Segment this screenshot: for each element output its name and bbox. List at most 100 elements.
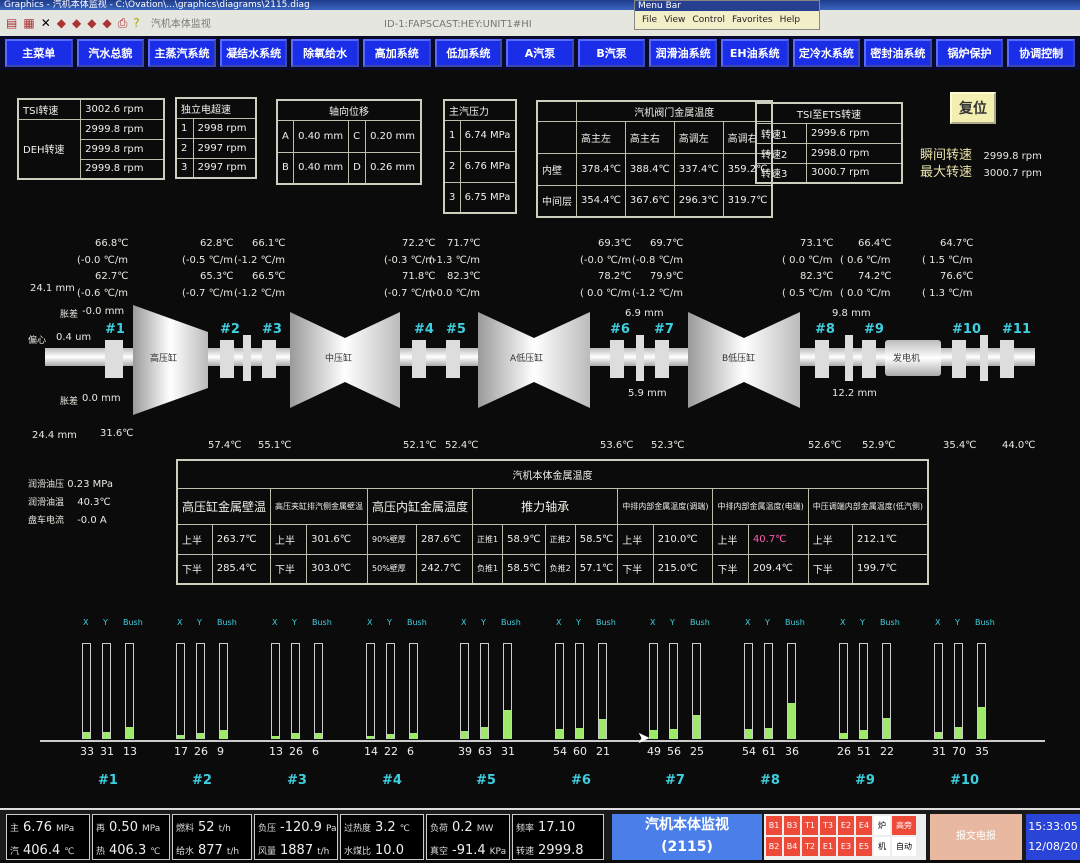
alarm-indicator[interactable]: E2 (838, 816, 854, 835)
temp-rate: (-0.0 ℃/m (429, 287, 480, 299)
nav-button[interactable]: 凝结水系统 (219, 39, 288, 67)
notice-panel[interactable]: 报文电报 (930, 814, 1022, 860)
temp-rate: (-0.3 ℃/m (384, 254, 435, 266)
nav-button[interactable]: 定冷水系统 (792, 39, 861, 67)
status-unit: MPa (141, 824, 161, 834)
forward-icon[interactable]: ◆ (71, 16, 82, 30)
row-index: 3 (175, 157, 194, 179)
alarm-indicator[interactable]: 高旁 (892, 816, 916, 835)
vibration-bar-fill (935, 732, 942, 739)
vibration-bar-fill (410, 733, 417, 739)
lube-temp-label: 润滑油温 (28, 498, 65, 508)
tsi-ets-title: TSI至ETS转速 (755, 102, 903, 124)
alarm-indicator[interactable]: 自动 (892, 837, 916, 856)
menu-file[interactable]: File (642, 15, 658, 25)
probe-label: D (348, 151, 367, 185)
nav-button[interactable]: 协调控制 (1007, 39, 1075, 67)
cylinder-label: A低压缸 (510, 354, 544, 364)
print-icon[interactable]: ⎙ (117, 16, 128, 30)
menu-control[interactable]: Control (692, 15, 725, 25)
alarm-indicator[interactable]: E4 (856, 816, 872, 835)
status-label: 水煤比 (344, 847, 372, 857)
status-label: 真空 (430, 847, 449, 857)
alarm-indicator[interactable]: T2 (802, 837, 818, 856)
axis-label: X (367, 618, 373, 627)
alarm-indicator[interactable]: 机 (874, 837, 890, 856)
alarm-indicator[interactable]: 炉 (874, 816, 890, 835)
open-icon[interactable]: ▤ (6, 16, 18, 30)
reset-button[interactable]: 复位 (950, 92, 996, 124)
status-unit: ℃ (399, 824, 410, 834)
temp-rate: (-0.0 ℃/m (77, 254, 128, 266)
alarm-indicator[interactable]: T1 (802, 816, 818, 835)
bearing-number: #2 (220, 322, 240, 337)
alarm-indicator[interactable]: B4 (784, 837, 800, 856)
alarm-indicator[interactable]: E5 (856, 837, 872, 856)
deh-speed-value: 2999.8 rpm (80, 118, 165, 140)
nav-button[interactable]: 锅炉保护 (935, 39, 1004, 67)
axis-label: X (745, 618, 751, 627)
deh-speed-label: DEH转速 (17, 118, 82, 180)
down-icon[interactable]: ◆ (102, 16, 112, 30)
axis-label: X (461, 618, 467, 627)
bearing-temp: 62.7℃ (95, 271, 129, 282)
lp-a-expansion-top: 6.9 mm (625, 308, 664, 319)
metal-temp-value: 303.0℃ (306, 553, 369, 585)
save-icon[interactable]: ▦ (23, 16, 35, 30)
vibration-value: 26 (837, 745, 851, 758)
alarm-indicator[interactable]: B2 (766, 837, 782, 856)
bearing-temp: 71.8℃ (402, 271, 436, 282)
status-label: 频率 (516, 824, 535, 834)
window-title-bar: Graphics - 汽机本体监视 - C:\Ovation\...\graph… (0, 0, 1080, 10)
close-icon[interactable]: ✕ (40, 16, 51, 30)
vibration-value: 25 (690, 745, 704, 758)
bearing-number: #3 (287, 773, 307, 788)
nav-button[interactable]: A汽泵 (506, 39, 574, 67)
nav-button[interactable]: 低加系统 (434, 39, 503, 67)
nav-button[interactable]: B汽泵 (577, 39, 646, 67)
bearing-number: #7 (654, 322, 674, 337)
bearing-temp: 66.1℃ (252, 238, 286, 249)
nav-button[interactable]: 汽水总貌 (76, 39, 145, 67)
axial-displacement-panel: 轴向位移 A 0.40 mm C 0.20 mm B 0.40 mm D 0.26 mm (276, 99, 422, 185)
alarm-indicator[interactable]: B1 (766, 816, 782, 835)
status-value: 52 (198, 820, 215, 835)
nav-button[interactable]: 高加系统 (362, 39, 431, 67)
alarm-indicator[interactable]: E3 (838, 837, 854, 856)
vibration-bar (977, 643, 986, 739)
axis-label: Y (860, 618, 865, 627)
status-unit: KPa (489, 847, 507, 857)
nav-button[interactable]: 润滑油系统 (649, 39, 717, 67)
menu-favorites[interactable]: Favorites (731, 15, 773, 25)
nav-button[interactable]: 除氧给水 (291, 39, 359, 67)
nav-button[interactable]: EH油系统 (720, 39, 789, 67)
help-icon[interactable]: ? (133, 16, 140, 30)
axis-label: Bush (785, 618, 805, 627)
vibration-bar (839, 643, 848, 739)
menu-help[interactable]: Help (779, 15, 801, 25)
alarm-indicator[interactable]: T3 (820, 816, 836, 835)
bearing-temp: 62.8℃ (200, 238, 234, 249)
nav-button[interactable]: 密封油系统 (864, 39, 932, 67)
nav-button[interactable]: 主蒸汽系统 (148, 39, 216, 67)
temp-rate: (-1.2 ℃/m (234, 287, 285, 299)
bearing-number: #10 (950, 773, 979, 788)
vibration-bar-fill (504, 709, 511, 739)
axial-value: 0.20 mm (365, 119, 422, 153)
alarm-indicator[interactable]: B3 (784, 816, 800, 835)
up-icon[interactable]: ◆ (87, 16, 97, 30)
back-icon[interactable]: ◆ (56, 16, 66, 30)
vibration-bar-fill (83, 732, 90, 739)
bearing-metal-temp: 55.1℃ (258, 440, 292, 451)
vibration-bar-fill (126, 726, 133, 739)
metal-temp-value: 58.9℃ (502, 523, 546, 555)
nav-button[interactable]: 主菜单 (5, 39, 73, 67)
vibration-bar (460, 643, 469, 739)
temp-rate: ( 1.5 ℃/m (922, 254, 973, 266)
alarm-indicator[interactable]: E1 (820, 837, 836, 856)
clock: 15:33:05 12/08/20 (1026, 814, 1080, 860)
vibration-bar (386, 643, 395, 739)
bearing-number: #9 (855, 773, 875, 788)
menu-view[interactable]: View (664, 15, 686, 25)
status-value: 6.76 (23, 820, 52, 835)
